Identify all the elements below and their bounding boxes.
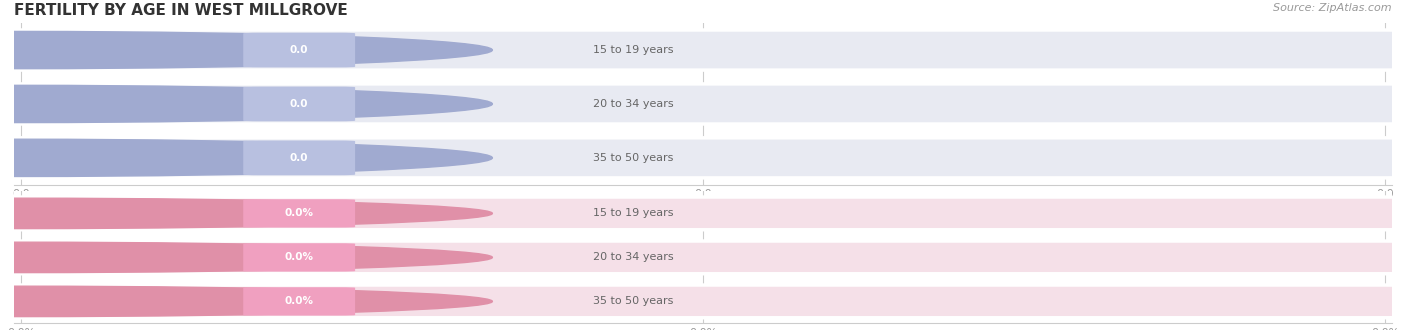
FancyBboxPatch shape [4, 138, 1402, 178]
FancyBboxPatch shape [4, 285, 1402, 318]
FancyBboxPatch shape [4, 197, 1402, 230]
FancyBboxPatch shape [243, 243, 356, 272]
Text: 15 to 19 years: 15 to 19 years [593, 209, 673, 218]
Circle shape [0, 286, 492, 316]
Text: 15 to 19 years: 15 to 19 years [593, 45, 673, 55]
Text: 35 to 50 years: 35 to 50 years [593, 153, 673, 163]
FancyBboxPatch shape [243, 141, 356, 175]
Circle shape [0, 139, 492, 177]
FancyBboxPatch shape [243, 33, 356, 67]
FancyBboxPatch shape [243, 287, 356, 315]
Text: 0.0%: 0.0% [284, 209, 314, 218]
Text: 0.0%: 0.0% [284, 252, 314, 262]
Circle shape [0, 85, 492, 122]
FancyBboxPatch shape [4, 84, 1402, 124]
FancyBboxPatch shape [243, 199, 356, 228]
Text: 0.0: 0.0 [290, 153, 308, 163]
Text: 20 to 34 years: 20 to 34 years [593, 99, 673, 109]
Text: 35 to 50 years: 35 to 50 years [593, 296, 673, 306]
Text: 0.0: 0.0 [290, 99, 308, 109]
Text: Source: ZipAtlas.com: Source: ZipAtlas.com [1274, 3, 1392, 13]
Circle shape [0, 198, 492, 229]
Text: 0.0%: 0.0% [284, 296, 314, 306]
Text: FERTILITY BY AGE IN WEST MILLGROVE: FERTILITY BY AGE IN WEST MILLGROVE [14, 3, 347, 18]
FancyBboxPatch shape [4, 241, 1402, 274]
FancyBboxPatch shape [243, 86, 356, 121]
Circle shape [0, 242, 492, 273]
Circle shape [0, 31, 492, 69]
Text: 0.0: 0.0 [290, 45, 308, 55]
Text: 20 to 34 years: 20 to 34 years [593, 252, 673, 262]
FancyBboxPatch shape [4, 30, 1402, 70]
